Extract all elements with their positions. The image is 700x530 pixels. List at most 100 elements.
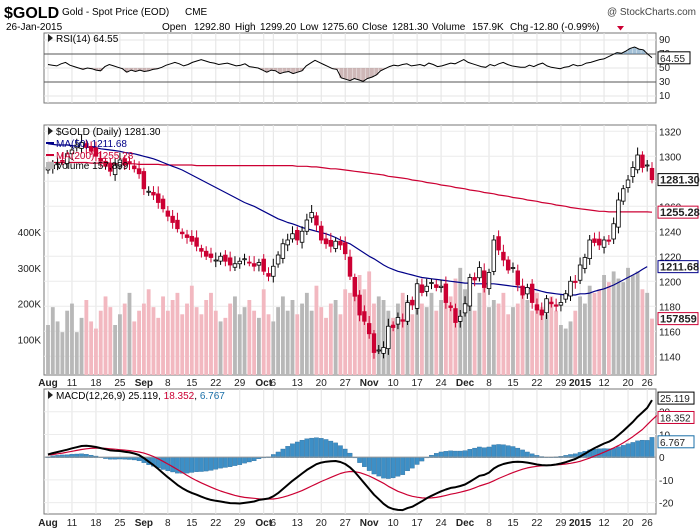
candle-body bbox=[299, 230, 305, 243]
candle-body bbox=[438, 285, 444, 288]
volume-bar bbox=[348, 292, 352, 375]
macd-histogram-bar bbox=[505, 445, 511, 458]
volume-bar bbox=[319, 307, 324, 375]
macd-histogram-bar bbox=[309, 437, 314, 458]
volume-bar bbox=[477, 292, 482, 375]
macd-histogram-bar bbox=[318, 438, 324, 458]
candle-body bbox=[256, 262, 262, 266]
x-tick-label: Nov bbox=[360, 378, 379, 389]
macd-histogram-bar bbox=[510, 446, 516, 458]
macd-histogram-bar bbox=[208, 457, 214, 471]
candle-body bbox=[472, 277, 477, 281]
candle-body bbox=[93, 147, 99, 157]
macd-histogram-bar bbox=[247, 457, 252, 463]
candle-body bbox=[227, 257, 233, 266]
macd-histogram-bar bbox=[218, 457, 223, 469]
candle-body bbox=[582, 257, 588, 269]
macd-tick-label: -10 bbox=[659, 476, 674, 487]
candle-body bbox=[381, 347, 386, 354]
ohlc-close-label: Close bbox=[362, 22, 388, 33]
candle-body bbox=[630, 167, 636, 178]
candle-body bbox=[237, 260, 242, 265]
candle-body bbox=[462, 303, 468, 314]
volume-bar bbox=[185, 303, 189, 375]
macd-histogram-bar bbox=[611, 448, 616, 458]
price-tick-label: 1200 bbox=[659, 277, 682, 288]
volume-bar bbox=[271, 321, 276, 375]
price-value-label: 157859 bbox=[660, 314, 697, 326]
volume-bar bbox=[70, 303, 74, 375]
macd-histogram-bar bbox=[237, 457, 243, 465]
candle-body bbox=[390, 324, 396, 328]
price-value-label: 1211.68 bbox=[660, 262, 699, 274]
macd-histogram-bar bbox=[371, 457, 377, 475]
x-tick-label: 8 bbox=[165, 518, 171, 529]
candle-body bbox=[165, 210, 171, 217]
volume-bar bbox=[611, 271, 616, 375]
volume-bar bbox=[511, 307, 515, 375]
volume-bar bbox=[525, 300, 530, 375]
volume-bar bbox=[280, 296, 285, 375]
candle-body bbox=[156, 193, 161, 203]
candle-body bbox=[601, 239, 607, 248]
macd-histogram-bar bbox=[400, 457, 406, 475]
macd-histogram-bar bbox=[203, 457, 209, 472]
x-tick-label: Dec bbox=[456, 518, 475, 529]
candle-body bbox=[458, 315, 463, 322]
candle-body bbox=[103, 160, 108, 167]
macd-histogram-bar bbox=[213, 457, 219, 470]
volume-bar bbox=[55, 321, 60, 375]
candle-body bbox=[587, 239, 592, 260]
candle-body bbox=[223, 254, 228, 262]
x-tick-label: Nov bbox=[360, 518, 379, 529]
candle-body bbox=[434, 284, 439, 288]
candle-body bbox=[251, 263, 257, 267]
volume-bar bbox=[338, 314, 343, 375]
candle-body bbox=[146, 190, 151, 193]
candle-body bbox=[319, 225, 324, 241]
candle-body bbox=[486, 272, 492, 290]
x-tick-label: 25 bbox=[114, 378, 126, 389]
macd-histogram-bar bbox=[501, 444, 506, 458]
candle-body bbox=[621, 188, 626, 202]
ma200-line bbox=[48, 161, 653, 213]
candle-body bbox=[410, 299, 415, 306]
candle-body bbox=[362, 311, 367, 322]
x-tick-label: 13 bbox=[292, 518, 304, 529]
candle-body bbox=[280, 243, 286, 259]
volume-bar bbox=[156, 317, 161, 375]
macd-histogram-bar bbox=[405, 457, 410, 472]
ohlc-high-value: 1299.20 bbox=[260, 22, 297, 33]
volume-bar bbox=[223, 317, 228, 375]
macd-histogram-bar bbox=[472, 447, 477, 458]
volume-bar bbox=[506, 314, 511, 375]
candle-body bbox=[592, 238, 597, 243]
x-tick-label: 20 bbox=[622, 378, 634, 389]
volume-bar bbox=[582, 303, 587, 375]
x-tick-label: 24 bbox=[436, 518, 448, 529]
candle-body bbox=[160, 198, 166, 210]
macd-value-box bbox=[657, 391, 695, 405]
volume-bar bbox=[137, 310, 141, 375]
candle-body bbox=[141, 171, 147, 190]
candle-body bbox=[127, 161, 132, 165]
macd-histogram-bar bbox=[342, 448, 348, 458]
change-value: -12.80 (-0.99%) bbox=[530, 22, 599, 33]
x-tick-label: Sep bbox=[135, 378, 153, 389]
x-tick-label: 27 bbox=[340, 378, 352, 389]
volume-bar bbox=[635, 271, 640, 375]
price-value-box bbox=[657, 312, 699, 326]
ohlc-open-value: 1292.80 bbox=[194, 22, 231, 33]
candle-body bbox=[333, 240, 338, 249]
volume-bar bbox=[415, 285, 420, 375]
price-value-box bbox=[657, 173, 699, 187]
macd-histogram-bar bbox=[486, 446, 492, 458]
price-tick-label: 1160 bbox=[659, 327, 681, 338]
macd-histogram-bar bbox=[491, 444, 497, 458]
x-tick-label: 26 bbox=[642, 518, 654, 529]
volume-bar bbox=[141, 303, 146, 375]
volume-tick-label: 300K bbox=[18, 264, 42, 275]
volume-tick-label: 200K bbox=[18, 300, 42, 311]
volume-bar bbox=[645, 292, 650, 375]
volume-bar bbox=[213, 310, 218, 375]
